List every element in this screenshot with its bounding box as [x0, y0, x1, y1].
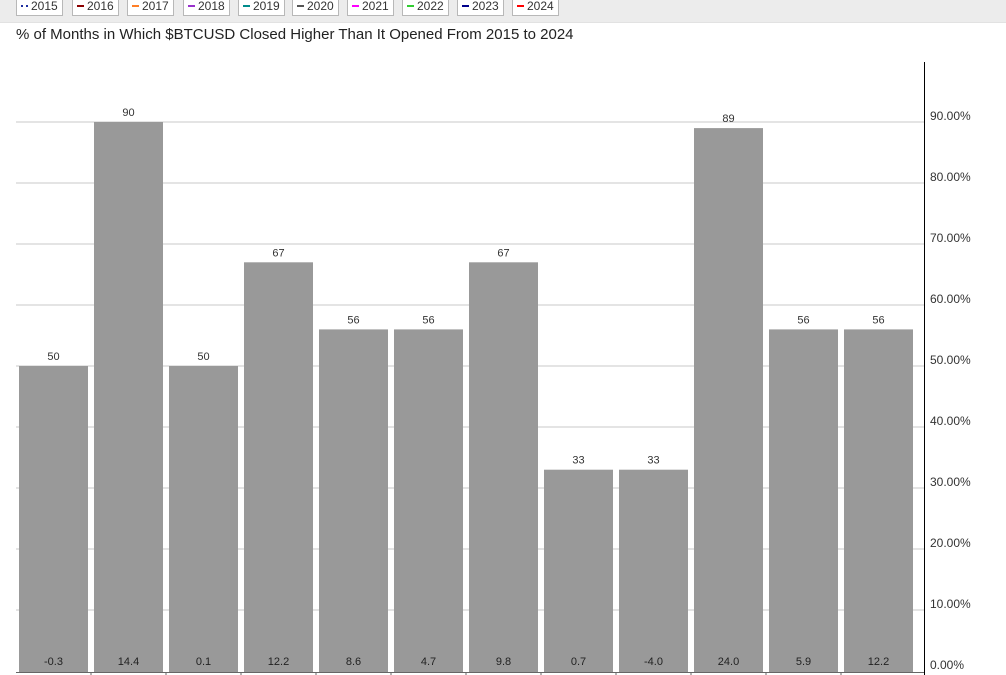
legend-swatch-icon: [243, 4, 250, 7]
bar-value-label: 90: [122, 107, 134, 119]
bars: 50 -0.3 90 14.4 50 0.1 67 12.2 56 8.6 56 4.7 67 9.8 33…: [19, 107, 913, 675]
y-tick-label: 60.00%: [930, 292, 971, 306]
y-tick-label: 40.00%: [930, 414, 971, 428]
bar-bottom-label: 12.2: [268, 656, 289, 668]
bar: [319, 329, 388, 672]
bar-bottom-label: 12.2: [868, 656, 889, 668]
y-tick-label: 20.00%: [930, 536, 971, 550]
bar-value-label: 67: [272, 247, 284, 259]
legend-item-2018[interactable]: 2018: [183, 0, 230, 16]
bar: [469, 262, 538, 672]
y-tick-label: 0.00%: [930, 658, 964, 672]
y-tick-label: 10.00%: [930, 597, 971, 611]
bar-value-label: 67: [497, 247, 509, 259]
legend-item-2019[interactable]: 2019: [238, 0, 285, 16]
bar-value-label: 89: [722, 113, 734, 125]
y-tick-label: 30.00%: [930, 475, 971, 489]
legend-label: 2021: [362, 0, 389, 13]
bar: [769, 329, 838, 672]
legend-item-2016[interactable]: 2016: [72, 0, 119, 16]
bar-value-label: 50: [47, 351, 59, 363]
legend-swatch-icon: [77, 4, 84, 7]
bar-bottom-label: 9.8: [496, 656, 511, 668]
legend-item-2023[interactable]: 2023: [457, 0, 504, 16]
legend-label: 2022: [417, 0, 444, 13]
y-tick-label: 90.00%: [930, 109, 971, 123]
bar-bottom-label: 14.4: [118, 656, 139, 668]
legend-bar: 2015 2016 2017 2018 2019 2020 2021 2022 2023 2024: [0, 0, 1006, 23]
y-tick-label: 70.00%: [930, 231, 971, 245]
bar-bottom-label: 0.1: [196, 656, 211, 668]
bar-value-label: 56: [347, 314, 359, 326]
bar: [394, 329, 463, 672]
bar-value-label: 56: [797, 314, 809, 326]
bar-bottom-label: 0.7: [571, 656, 586, 668]
bar: [694, 128, 763, 673]
y-axis: 0.00% 10.00% 20.00% 30.00% 40.00% 50.00% 60.00…: [16, 62, 971, 675]
bar: [544, 469, 613, 672]
legend-label: 2017: [142, 0, 169, 13]
legend-item-2021[interactable]: 2021: [347, 0, 394, 16]
legend-label: 2015: [31, 0, 58, 13]
bar: [169, 366, 238, 672]
bar-bottom-label: -4.0: [644, 656, 663, 668]
bar: [844, 329, 913, 672]
bar-value-label: 33: [647, 455, 659, 467]
bar-bottom-label: 8.6: [346, 656, 361, 668]
bar-bottom-label: 5.9: [796, 656, 811, 668]
bar: [244, 262, 313, 672]
legend-label: 2016: [87, 0, 114, 13]
legend-swatch-icon: [517, 4, 524, 7]
legend-label: 2020: [307, 0, 334, 13]
legend-swatch-icon: [352, 4, 359, 7]
legend-swatch-icon: [188, 4, 195, 7]
legend-swatch-icon: [407, 4, 414, 7]
legend-label: 2019: [253, 0, 280, 13]
bar: [19, 366, 88, 672]
legend-swatch-icon: [21, 4, 28, 7]
legend-label: 2018: [198, 0, 225, 13]
legend-swatch-icon: [462, 4, 469, 7]
legend-label: 2024: [527, 0, 554, 13]
legend-swatch-icon: [297, 4, 304, 7]
legend-item-2024[interactable]: 2024: [512, 0, 559, 16]
legend-swatch-icon: [132, 4, 139, 7]
y-tick-label: 50.00%: [930, 353, 971, 367]
bar-value-label: 50: [197, 351, 209, 363]
legend-label: 2023: [472, 0, 499, 13]
bar: [619, 469, 688, 672]
legend-item-2017[interactable]: 2017: [127, 0, 174, 16]
bar-bottom-label: -0.3: [44, 656, 63, 668]
bar-value-label: 33: [572, 455, 584, 467]
legend-item-2022[interactable]: 2022: [402, 0, 449, 16]
bar-value-label: 56: [872, 314, 884, 326]
bar-bottom-label: 24.0: [718, 656, 739, 668]
bar: [94, 122, 163, 672]
legend-item-2015[interactable]: 2015: [16, 0, 63, 16]
chart-title: % of Months in Which $BTCUSD Closed High…: [16, 26, 574, 43]
bar-bottom-label: 4.7: [421, 656, 436, 668]
bar-value-label: 56: [422, 314, 434, 326]
legend-item-2020[interactable]: 2020: [292, 0, 339, 16]
y-tick-label: 80.00%: [930, 170, 971, 184]
